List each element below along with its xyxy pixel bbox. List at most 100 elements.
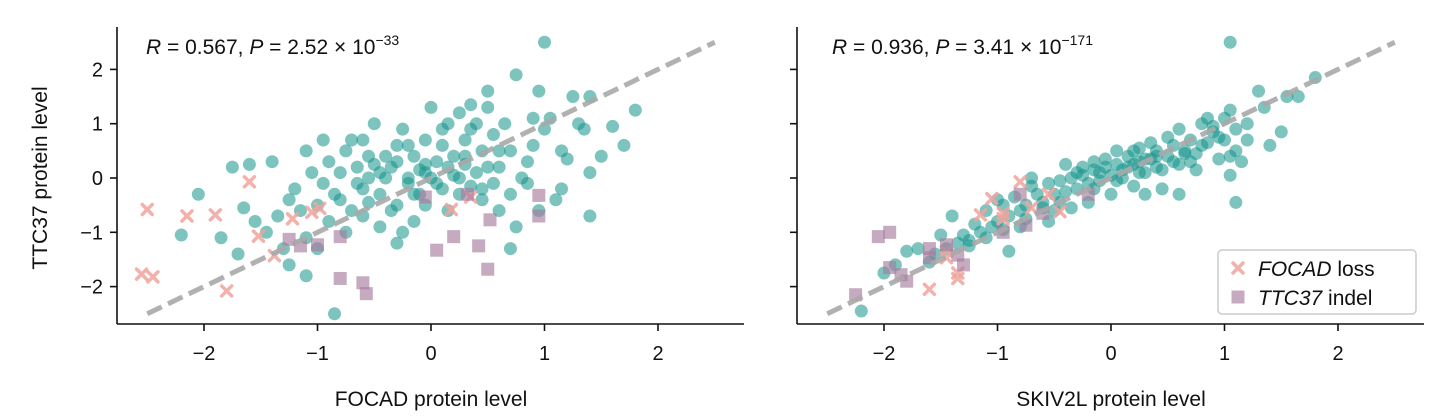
- svg-text:TTC37 indel: TTC37 indel: [1258, 287, 1372, 310]
- ttc37-indel-point: [481, 262, 495, 276]
- data-point: [900, 244, 914, 258]
- y-tick-label: 1: [92, 114, 103, 136]
- data-point: [362, 195, 376, 209]
- svg-text:FOCAD loss: FOCAD loss: [1258, 258, 1375, 281]
- data-point: [464, 122, 478, 136]
- focad-loss-point: [939, 251, 954, 265]
- ttc37-indel-point: [483, 213, 497, 227]
- data-point: [1064, 201, 1078, 215]
- data-point: [339, 144, 353, 158]
- left-y-ticks: −2 −1 0 1 2: [80, 59, 117, 299]
- ttc37-indel-point: [333, 230, 347, 244]
- left-y-axis-label: TTC37 protein level: [29, 86, 52, 269]
- data-point: [316, 176, 330, 190]
- right-fit-line: [826, 39, 1396, 317]
- x-tick-label: 0: [1105, 343, 1116, 365]
- data-point: [945, 209, 959, 223]
- data-point: [1002, 244, 1016, 258]
- data-point: [486, 128, 500, 142]
- data-point: [214, 231, 228, 245]
- data-point: [1212, 130, 1226, 144]
- ttc37-indel-point: [447, 230, 461, 244]
- focad-loss-point: [1013, 175, 1027, 189]
- data-point: [1149, 160, 1163, 174]
- y-tick-label: −1: [80, 222, 103, 244]
- data-point: [1070, 166, 1084, 180]
- data-point: [345, 133, 359, 147]
- data-point: [1059, 185, 1073, 199]
- data-point: [390, 236, 404, 250]
- data-point: [968, 217, 982, 231]
- x-tick-label: −1: [986, 343, 1009, 365]
- ttc37-indel-point: [532, 209, 546, 223]
- data-point: [316, 133, 330, 147]
- x-tick-label: −1: [306, 343, 329, 365]
- data-point: [430, 176, 444, 190]
- right-y-ticks: [790, 68, 797, 288]
- data-point: [248, 214, 262, 228]
- data-point: [481, 160, 495, 174]
- data-point: [481, 84, 495, 98]
- data-point: [1098, 152, 1112, 166]
- data-point: [390, 138, 404, 152]
- data-point: [356, 133, 370, 147]
- focad-loss-point: [208, 208, 223, 222]
- focad-loss-point: [985, 191, 999, 206]
- ttc37-indel-point: [532, 188, 546, 202]
- data-point: [401, 176, 415, 190]
- data-point: [362, 171, 376, 185]
- legend-item-ttc37-indel: TTC37 indel: [1231, 287, 1372, 310]
- data-point: [520, 155, 534, 169]
- data-point: [435, 122, 449, 136]
- data-point: [390, 155, 404, 169]
- data-point: [583, 166, 597, 180]
- left-correlation-annotation: R = 0.567, P = 2.52 × 10−33: [146, 32, 399, 59]
- data-point: [464, 98, 478, 112]
- data-point: [509, 68, 523, 82]
- x-tick-label: −2: [193, 343, 216, 365]
- ttc37-indel-point: [333, 271, 347, 285]
- data-point: [549, 193, 563, 207]
- data-point: [418, 133, 432, 147]
- data-point: [373, 166, 387, 180]
- data-point: [577, 122, 591, 136]
- data-point: [373, 187, 387, 201]
- legend: FOCAD loss TTC37 indel: [1217, 249, 1417, 315]
- data-point: [1240, 133, 1254, 147]
- left-fit-line: [146, 39, 716, 317]
- data-point: [469, 166, 483, 180]
- data-point: [1172, 187, 1186, 201]
- data-point: [407, 214, 421, 228]
- ttc37-indel-point: [883, 261, 897, 275]
- data-point: [1042, 176, 1056, 190]
- data-point: [606, 119, 620, 133]
- focad-loss-point: [140, 202, 154, 217]
- data-point: [328, 307, 342, 321]
- legend-label-rest: indel: [1322, 287, 1372, 310]
- data-point: [555, 182, 569, 196]
- data-point: [481, 100, 495, 114]
- legend-label-rest: loss: [1332, 258, 1375, 281]
- data-point: [1223, 149, 1237, 163]
- ttc37-indel-point: [359, 287, 373, 301]
- data-point: [396, 225, 410, 239]
- data-point: [299, 269, 313, 283]
- ttc37-indel-point: [883, 225, 897, 239]
- focad-loss-point: [219, 284, 234, 298]
- data-point: [424, 100, 438, 114]
- data-point: [1240, 117, 1254, 131]
- data-point: [594, 149, 608, 163]
- data-point: [271, 209, 285, 223]
- data-point: [1223, 35, 1237, 49]
- ttc37-indel-point: [311, 238, 324, 252]
- data-point: [396, 122, 410, 136]
- left-scatter-panel: −2 −1 0 1 2 −2 −1 0 1 2 FOCAD protein level TTC3…: [29, 27, 744, 411]
- data-point: [503, 144, 517, 158]
- legend-square-marker: [1231, 290, 1245, 304]
- data-point: [628, 103, 642, 117]
- data-point: [1274, 125, 1288, 139]
- x-tick-label: 0: [425, 343, 436, 365]
- legend-x-marker: [1231, 261, 1245, 275]
- data-point: [526, 111, 540, 125]
- data-point: [1144, 136, 1158, 150]
